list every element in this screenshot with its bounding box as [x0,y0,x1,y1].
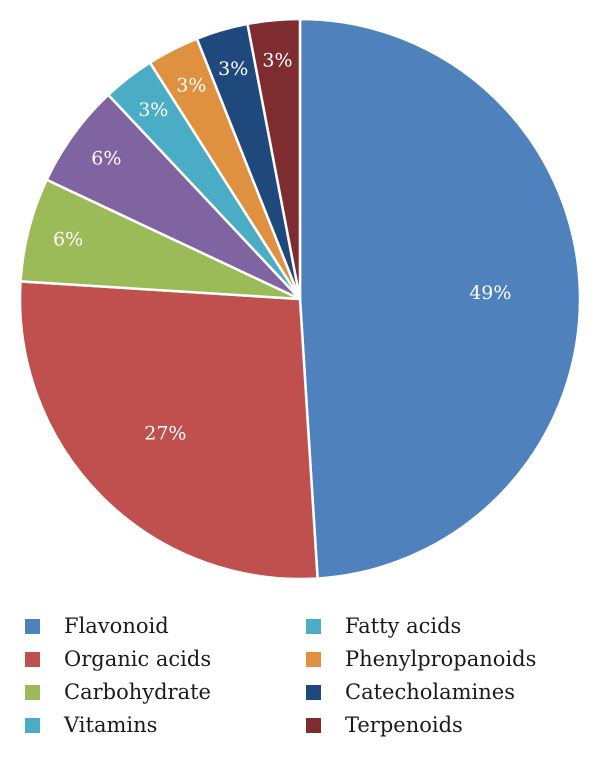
pie-slice-terpenoids [246,17,302,300]
legend-item-carbohydrate: Carbohydrate [25,678,211,706]
legend-swatch [306,651,321,667]
legend-item-phenylpropanoids: Phenylpropanoids [306,645,536,673]
pie-chart: 49% 27% 6% 6% 3% 3% 3% 3% [18,17,582,581]
legend-swatch [306,684,321,700]
legend-swatch [25,684,40,700]
data-label-flavonoid: 49% [469,282,511,304]
legend-item-flavonoid: Flavonoid [25,612,169,640]
data-label-carbohydrate: 6% [53,228,83,250]
legend-swatch [25,717,40,733]
legend-swatch [306,717,321,733]
pie-slice-flavonoid [298,17,582,580]
legend-label: Vitamins [64,713,158,737]
legend-label: Organic acids [64,647,212,671]
data-label-organic-acids: 27% [144,423,186,445]
data-label-terpenoids: 3% [262,50,292,72]
data-label-vitamins: 6% [91,147,121,169]
legend-label: Carbohydrate [64,680,211,704]
data-label-phenylpropanoids: 3% [176,75,206,97]
legend-item-fatty-acids: Fatty acids [306,612,461,640]
legend-swatch [306,618,321,634]
pie-slice-organic-acids [18,280,319,581]
data-label-catecholamines: 3% [218,58,248,80]
legend-item-catecholamines: Catecholamines [306,678,515,706]
legend-label: Phenylpropanoids [345,647,537,671]
legend-label: Fatty acids [345,614,462,638]
legend-item-vitamins: Vitamins [25,711,157,739]
legend-swatch [25,651,40,667]
legend-swatch [25,618,40,634]
legend-item-organic-acids: Organic acids [25,645,211,673]
legend-label: Catecholamines [345,680,515,704]
legend-label: Flavonoid [64,614,169,638]
legend-label: Terpenoids [345,713,463,737]
legend-item-terpenoids: Terpenoids [306,711,463,739]
data-label-fatty-acids: 3% [138,99,168,121]
chart-legend: Flavonoid Organic acids Carbohydrate Vitami… [0,612,600,752]
